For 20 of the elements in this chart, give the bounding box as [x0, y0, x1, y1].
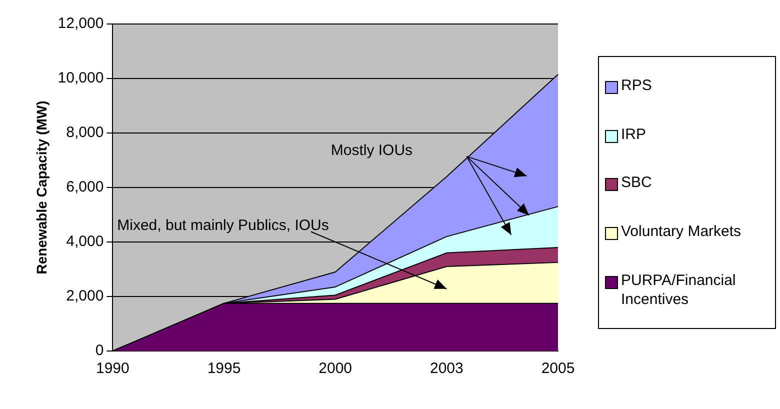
y-tick-label: 12,000: [58, 15, 104, 32]
y-tick-label: 10,000: [58, 70, 104, 87]
legend-label: PURPA/Financial Incentives: [621, 271, 737, 310]
y-tick-label: 6,000: [66, 178, 104, 196]
x-tick-label: 2005: [541, 360, 575, 378]
legend-label: RPS: [621, 76, 652, 95]
x-tick-label: 2003: [430, 360, 464, 378]
y-tick-label: 8,000: [66, 124, 104, 142]
x-tick-label: 1990: [96, 360, 130, 378]
y-axis-title: Renewable Capacity (MW): [33, 100, 50, 274]
annotation: Mostly IOUs: [330, 142, 413, 159]
x-tick-label: 2000: [318, 360, 352, 378]
y-tick-label: 0: [95, 342, 104, 360]
annotation: Mixed, but mainly Publics, IOUs: [117, 217, 329, 234]
x-tick-label: 1995: [207, 360, 241, 378]
legend-label: SBC: [621, 173, 652, 192]
y-tick-label: 2,000: [66, 288, 104, 305]
legend-label: IRP: [621, 124, 646, 144]
legend-label: Voluntary Markets: [621, 222, 742, 242]
y-tick-label: 4,000: [66, 233, 104, 250]
